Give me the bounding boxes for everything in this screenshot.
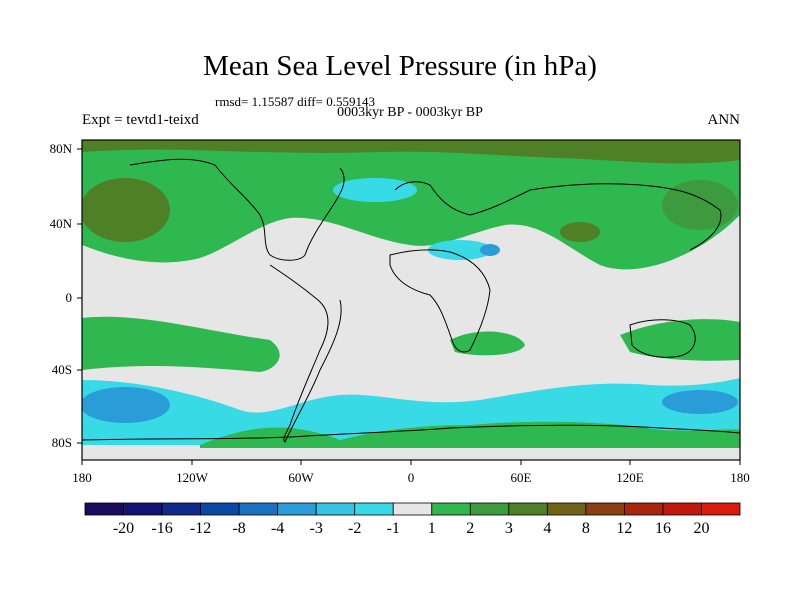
colorbar-swatch: [585, 502, 625, 516]
colorbar-swatch: [431, 502, 471, 516]
colorbar-label: -16: [151, 520, 173, 537]
colorbar-swatch: [701, 502, 741, 516]
colorbar-swatch: [277, 502, 317, 516]
colorbar-label: 4: [543, 520, 552, 537]
colorbar-label: 2: [466, 520, 475, 537]
colorbar-label: -20: [112, 520, 135, 537]
colorbar-label: -4: [270, 520, 285, 537]
lon-label-180e: 180: [730, 470, 750, 485]
northwest-pacific-high: [662, 180, 738, 230]
lon-label-60e: 60E: [510, 470, 532, 485]
lon-label-60w: 60W: [288, 470, 314, 485]
polar-neutral: [82, 448, 740, 460]
south-pacific-positive: [82, 316, 280, 372]
lon-label-0: 0: [407, 470, 415, 485]
arctic-high-region: [82, 140, 740, 164]
colorbar-swatch: [392, 502, 433, 516]
lat-label-80s: 80S: [51, 435, 72, 450]
australia-coast: [629, 319, 696, 358]
colorbar-swatch: [508, 502, 548, 516]
colorbar-swatch: [662, 502, 702, 516]
antarctica-coast: [82, 424, 740, 441]
colorbar-swatch: [546, 502, 587, 516]
tick-marks: [77, 148, 741, 465]
colorbar-swatch: [469, 502, 510, 516]
colorbar-label: -12: [189, 520, 212, 537]
season-label: ANN: [707, 112, 741, 128]
colorbar-label: 1: [427, 520, 436, 537]
south-africa-positive: [450, 331, 525, 356]
colorbar-label: 20: [693, 520, 710, 537]
colorbar-label: -1: [386, 520, 400, 537]
colorbar-swatch: [624, 502, 664, 516]
mediterranean-low: [428, 240, 492, 260]
eurasia-coast: [394, 181, 722, 251]
colorbar-swatch: [84, 502, 124, 516]
lat-label-0: 0: [65, 290, 73, 305]
lat-label-40s: 40S: [51, 362, 72, 377]
lon-label-180w: 180: [72, 470, 92, 485]
map-title: Mean Sea Level Pressure (in hPa): [203, 50, 597, 82]
australia-positive: [620, 319, 740, 361]
colorbar-swatch: [161, 502, 201, 516]
period-subtitle: 0003kyr BP - 0003kyr BP: [337, 105, 483, 120]
colorbar-swatch: [200, 502, 240, 516]
rmsd-stats: rmsd= 1.15587 diff= 0.559143: [215, 94, 375, 109]
arabia-low: [480, 244, 500, 256]
lon-label-120e: 120E: [616, 470, 644, 485]
colorbar-swatch: [315, 502, 356, 516]
lat-label-80n: 80N: [49, 141, 72, 156]
colorbar-swatch: [238, 502, 279, 516]
map-field: [82, 140, 740, 460]
africa-coast: [389, 249, 491, 353]
lon-label-120w: 120W: [176, 470, 208, 485]
lat-label-40n: 40N: [49, 216, 72, 231]
colorbar-label: -3: [309, 520, 323, 537]
north-atlantic-low: [333, 178, 417, 202]
asia-high: [560, 222, 600, 242]
experiment-label: Expt = tevtd1-teixd: [82, 112, 199, 128]
colorbar-label: 3: [504, 520, 513, 537]
colorbar-label: -8: [232, 520, 246, 537]
south-pacific-low: [82, 387, 170, 423]
colorbar-label: 8: [581, 520, 590, 537]
colorbar-label: 12: [616, 520, 633, 537]
colorbar-label: -2: [348, 520, 362, 537]
coastlines: [82, 158, 740, 443]
colorbar-swatch: [354, 502, 394, 516]
south-indian-low: [662, 390, 738, 414]
colorbar-label: 16: [654, 520, 671, 537]
north-pacific-high: [82, 178, 170, 242]
north-america-coast: [129, 158, 345, 261]
south-america-coast: [269, 264, 342, 443]
colorbar-swatch: [123, 502, 163, 516]
